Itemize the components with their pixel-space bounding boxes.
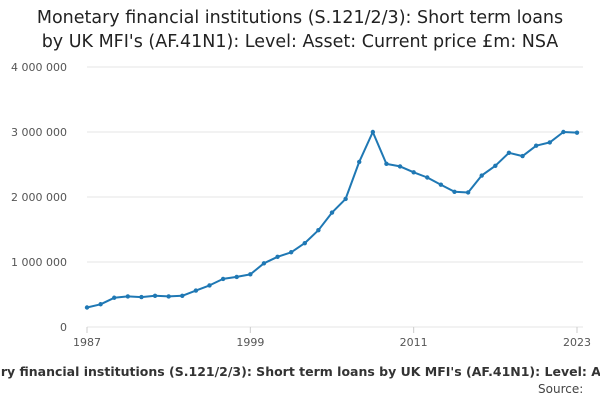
data-point [465, 190, 471, 195]
data-point [207, 283, 212, 288]
data-point [329, 210, 335, 215]
data-point [288, 250, 294, 255]
y-tick-label: 2 000 000 [11, 191, 67, 204]
data-point [343, 196, 348, 202]
data-point [234, 274, 239, 280]
chart-title-line-2: by UK MFI's (AF.41N1): Level: Asset: Cur… [41, 32, 559, 52]
gridlines [87, 66, 583, 328]
data-point [275, 254, 280, 259]
data-point [533, 143, 539, 148]
data-point [125, 294, 131, 299]
data-point [411, 170, 416, 175]
chart-title-line-1: Monetary financial institutions (S.121/2… [36, 8, 564, 28]
data-point [248, 272, 253, 277]
data-point [316, 227, 321, 233]
data-point [357, 159, 362, 165]
y-axis-ticks: 0 1 000 000 2 000 000 3 000 000 4 000 000 [11, 61, 67, 334]
data-point [139, 294, 144, 300]
data-point [438, 182, 444, 187]
data-point [180, 293, 185, 298]
data-point [193, 288, 199, 293]
x-axis-ticks: 1987 1999 2011 2023 [73, 327, 591, 349]
data-point [520, 153, 525, 159]
data-point [493, 163, 498, 168]
data-point [112, 295, 117, 300]
data-point [479, 173, 484, 178]
x-tick-label: 2011 [400, 336, 428, 349]
series-layer [84, 129, 580, 310]
data-point [152, 293, 158, 298]
y-tick-label: 1 000 000 [11, 256, 67, 269]
footer-caption: Monetary financial institutions (S.121/2… [0, 364, 600, 379]
series-line [86, 131, 578, 309]
y-tick-label: 0 [60, 321, 67, 334]
data-point [370, 129, 376, 135]
x-tick-label: 2023 [563, 336, 591, 349]
y-tick-label: 4 000 000 [11, 61, 67, 74]
data-point [397, 164, 403, 169]
y-tick-label: 3 000 000 [11, 126, 67, 139]
data-point [261, 261, 267, 266]
data-point [506, 150, 512, 155]
data-point [425, 175, 430, 180]
x-tick-label: 1987 [73, 336, 101, 349]
data-point [98, 302, 103, 307]
data-point [384, 161, 389, 167]
chart-footer: Monetary financial institutions (S.121/2… [0, 364, 600, 400]
data-point [574, 130, 580, 135]
chart-title: Monetary financial institutions (S.121/2… [0, 6, 600, 54]
data-point [220, 276, 226, 282]
data-point [452, 189, 457, 194]
x-tick-label: 1999 [236, 336, 264, 349]
data-point [561, 129, 566, 135]
data-point [166, 294, 171, 299]
data-point [302, 240, 307, 246]
source-label: Source: [538, 382, 584, 396]
data-point [547, 140, 552, 145]
data-point [84, 305, 90, 310]
